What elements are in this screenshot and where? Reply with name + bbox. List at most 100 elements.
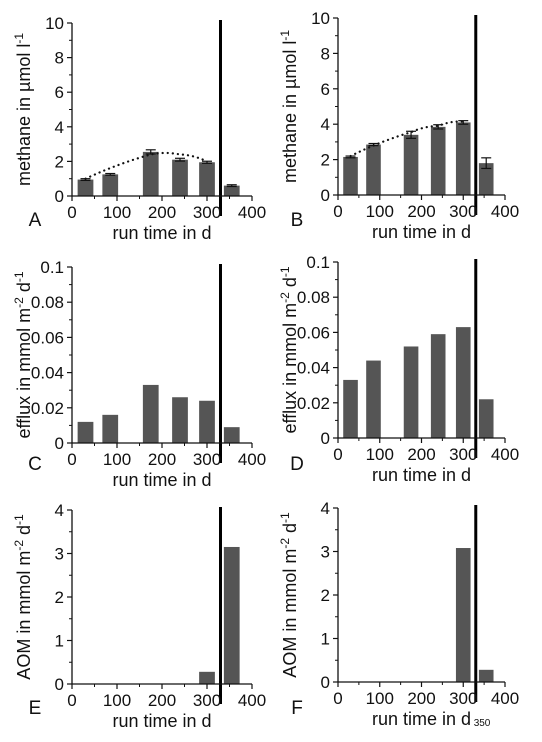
y-tick-label: 8 (55, 49, 64, 68)
y-tick-label: 0 (321, 186, 330, 205)
bar (199, 162, 215, 196)
y-tick-label: 4 (55, 501, 64, 520)
x-tick-label-faint: 350 (474, 718, 491, 729)
y-tick-label: 0.04 (297, 359, 330, 378)
bar (430, 334, 446, 438)
bar (455, 327, 471, 438)
x-tick-label: 300 (449, 689, 477, 708)
x-tick-label: 100 (103, 203, 131, 222)
y-tick-label: 4 (321, 115, 330, 134)
x-axis-label: run time in d (112, 470, 211, 490)
x-tick-label: 0 (333, 689, 342, 708)
y-tick-label: 2 (55, 152, 64, 171)
panel-label: E (29, 698, 42, 719)
x-tick-label: 100 (103, 691, 131, 710)
x-axis-label: run time in d (372, 709, 471, 729)
x-tick-label: 100 (103, 450, 131, 469)
chart-panel-d: 0 0.02 0.04 0.06 0.08 0.1 0 100 200 300 400 run tim… (278, 253, 519, 485)
bar (199, 671, 215, 684)
x-tick-label: 400 (238, 203, 266, 222)
bar (343, 156, 358, 195)
bar (366, 360, 381, 438)
x-tick-label: 0 (333, 202, 342, 221)
y-tick-label: 8 (321, 44, 330, 63)
x-tick-label: 0 (67, 203, 76, 222)
y-tick-label: 4 (55, 118, 64, 137)
y-tick-label: 0 (55, 434, 64, 453)
x-tick-label: 300 (193, 450, 221, 469)
bar (172, 397, 188, 443)
x-tick-label: 300 (449, 202, 477, 221)
y-tick-label: 0.08 (297, 288, 330, 307)
x-tick-label: 100 (366, 689, 394, 708)
y-tick-label: 0.02 (31, 399, 64, 418)
x-tick-label: 0 (67, 691, 76, 710)
bar (199, 400, 215, 443)
y-axis-label: AOM in mmol m-2 d-1 (12, 514, 34, 680)
x-tick-label: 400 (238, 691, 266, 710)
x-tick-label: 400 (491, 202, 519, 221)
y-tick-label: 2 (321, 586, 330, 605)
x-tick-label: 300 (193, 203, 221, 222)
x-tick-label: 100 (366, 445, 394, 464)
x-tick-label: 200 (407, 445, 435, 464)
x-tick-label: 200 (148, 691, 176, 710)
y-tick-label: 10 (45, 14, 64, 33)
panel-label: F (291, 698, 303, 719)
bar (366, 144, 381, 195)
bar (102, 414, 119, 443)
bar (102, 174, 119, 196)
y-tick-label: 0 (321, 429, 330, 448)
bar (403, 346, 419, 438)
y-tick-label: 0.1 (40, 258, 64, 277)
y-tick-label: 10 (311, 9, 330, 28)
chart-panel-f: 0 1 2 3 4 0 100 200 300 400 run time in d AOM in mm… (278, 499, 519, 729)
x-axis-label: run time in d (112, 711, 211, 731)
bar (223, 546, 240, 684)
y-tick-label: 0.1 (306, 253, 330, 272)
x-tick-label: 200 (148, 450, 176, 469)
panel-label: C (28, 454, 42, 475)
x-tick-label: 400 (491, 445, 519, 464)
y-tick-label: 0.06 (31, 328, 64, 347)
bar (77, 421, 94, 443)
bar (455, 122, 471, 195)
chart-panel-c: 0 0.02 0.04 0.06 0.08 0.1 0 100 200 300 400 run tim… (12, 258, 266, 490)
y-tick-label: 0.06 (297, 323, 330, 342)
bar (478, 163, 494, 195)
bar (430, 126, 446, 195)
y-tick-label: 0.04 (31, 364, 64, 383)
trend-line (84, 151, 209, 180)
y-tick-label: 3 (55, 545, 64, 564)
trend-line (349, 120, 465, 158)
bar (223, 427, 240, 443)
x-tick-label: 200 (148, 203, 176, 222)
y-tick-label: 6 (55, 83, 64, 102)
x-tick-label: 400 (491, 689, 519, 708)
y-tick-label: 2 (55, 588, 64, 607)
y-tick-label: 0 (55, 675, 64, 694)
bar (77, 179, 94, 196)
chart-panel-e: 0 1 2 3 4 0 100 200 300 400 run time in d AOM in mm… (12, 501, 266, 731)
x-tick-label: 300 (193, 691, 221, 710)
panel-label: B (291, 210, 304, 231)
y-tick-label: 1 (321, 630, 330, 649)
x-tick-label: 200 (407, 202, 435, 221)
bar (142, 384, 159, 443)
y-axis-label: AOM in mmol m-2 d-1 (278, 512, 300, 678)
y-tick-label: 0.08 (31, 293, 64, 312)
x-axis-label: run time in d (372, 222, 471, 242)
y-tick-label: 3 (321, 543, 330, 562)
x-tick-label: 300 (449, 445, 477, 464)
x-tick-label: 100 (366, 202, 394, 221)
panel-label: A (29, 210, 42, 231)
x-tick-label: 200 (407, 689, 435, 708)
bar (223, 185, 240, 196)
y-tick-label: 0 (55, 187, 64, 206)
x-tick-label: 400 (238, 450, 266, 469)
bar (478, 399, 494, 438)
y-tick-label: 0 (321, 673, 330, 692)
